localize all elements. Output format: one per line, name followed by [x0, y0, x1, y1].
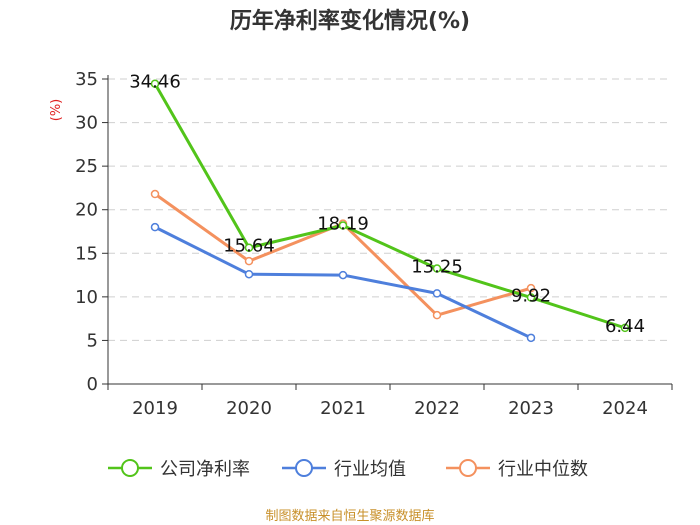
data-point: [526, 333, 536, 343]
data-point: [526, 293, 536, 302]
y-tick-label: 10: [75, 287, 98, 308]
x-tick-label: 2019: [132, 398, 178, 419]
x-tick-label: 2021: [320, 398, 366, 419]
data-label: 15.64: [223, 236, 275, 257]
x-tick-label: 2022: [414, 398, 460, 419]
data-point: [244, 256, 254, 266]
data-label: 18.19: [317, 213, 369, 234]
legend-label: 行业均值: [334, 459, 406, 480]
x-tick-label: 2023: [508, 398, 554, 419]
data-point: [244, 243, 254, 252]
series-1: [150, 222, 536, 343]
legend-marker: [295, 459, 313, 477]
y-tick-label: 35: [75, 69, 98, 90]
y-tick-label: 0: [87, 374, 98, 395]
legend-item-1[interactable]: 行业均值: [282, 459, 406, 480]
data-point: [432, 289, 442, 298]
y-tick-label: 20: [75, 200, 98, 221]
data-label: 13.25: [411, 257, 463, 278]
x-tick-label: 2024: [602, 398, 648, 419]
y-tick-label: 30: [75, 113, 98, 134]
chart-title: 历年净利率变化情况(%): [230, 8, 470, 34]
data-label: 34.46: [129, 72, 181, 93]
data-label: 9.92: [511, 286, 551, 307]
y-tick-label: 15: [75, 243, 98, 264]
legend-item-0[interactable]: 公司净利率: [108, 459, 250, 480]
legend-item-2[interactable]: 行业中位数: [446, 459, 588, 480]
data-point: [150, 79, 160, 88]
data-point: [432, 310, 442, 320]
source-note: 制图数据来自恒生聚源数据库: [265, 508, 434, 524]
data-point: [526, 283, 536, 293]
data-point: [338, 221, 348, 230]
legend-marker: [121, 459, 139, 477]
series-line: [154, 225, 532, 340]
legend-marker: [459, 459, 477, 477]
data-labels: 34.46 15.64 18.19 13.25 9.92 6.44: [129, 72, 645, 337]
series-0: [150, 79, 630, 333]
data-point: [620, 323, 630, 333]
legend-label: 行业中位数: [498, 459, 588, 480]
legend[interactable]: 公司净利率 行业均值 行业中位数: [108, 459, 588, 480]
legend-label: 公司净利率: [160, 459, 250, 480]
data-point: [338, 270, 348, 280]
y-tick-label: 25: [75, 156, 98, 177]
data-label: 6.44: [605, 316, 645, 337]
data-point: [150, 222, 160, 232]
y-axis-unit: (%): [49, 99, 64, 122]
series-layer: [150, 79, 630, 343]
grid-lines: [108, 78, 672, 341]
series-line: [153, 82, 626, 330]
data-point: [244, 269, 254, 279]
x-tick-label: 2020: [226, 398, 272, 419]
data-point: [432, 264, 442, 273]
y-tick-label: 5: [87, 330, 98, 351]
axes: 0 5 10 15 20 25 30 35 2019 2020 2021 2022 2023 2024: [75, 69, 673, 419]
data-point: [150, 189, 160, 199]
